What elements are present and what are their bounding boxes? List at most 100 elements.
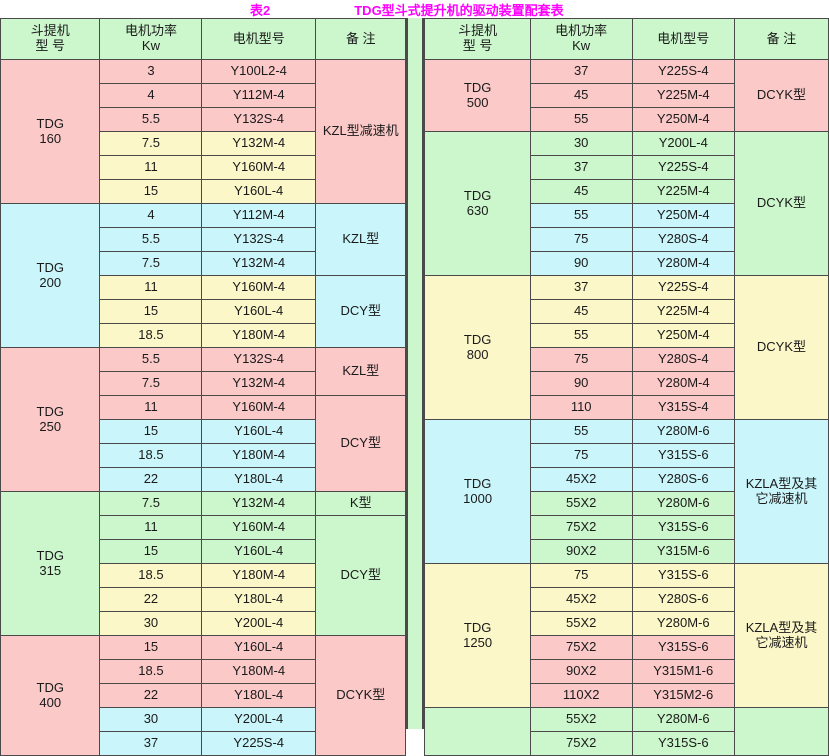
model-line1: TDG: [463, 79, 492, 95]
table-row: TDG 1000 55 Y280M-6 KZLA型及其 它减速机: [424, 419, 829, 564]
cell-power: 7.5: [99, 491, 203, 516]
cell-motor-type: Y132S-4: [201, 227, 317, 252]
cell-note: DCY型: [315, 275, 407, 348]
cell-power: 75: [529, 347, 633, 372]
cell-power: 45: [529, 299, 633, 324]
cell-power: 75X2: [529, 635, 633, 660]
cell-power: 30: [529, 131, 633, 156]
cell-power: 45X2: [529, 467, 633, 492]
cell-motor-type: Y250M-4: [631, 107, 735, 132]
cell-motor-type: Y180L-4: [201, 587, 317, 612]
cell-motor-type: Y280S-6: [631, 467, 735, 492]
cell-motor-type: Y225S-4: [631, 155, 735, 180]
cell-note: DCYK型: [733, 131, 829, 276]
cell-power: 15: [99, 539, 203, 564]
table-row: TDG 315 7.5 Y132M-4 K型: [0, 491, 407, 636]
model-line2: 630: [466, 202, 489, 218]
table-row: 45 Y225M-4: [425, 83, 829, 108]
table-row: 18.5 Y180M-4: [1, 443, 406, 468]
cell-motor-type: Y315M-6: [631, 539, 735, 564]
cell-power: 7.5: [99, 251, 203, 276]
note-line1: KZLA型及其: [745, 475, 818, 491]
cell-model: TDG 315: [0, 491, 101, 636]
header-model: 斗提机 型 号: [0, 18, 101, 60]
table-row: TDG 630 30 Y200L-4 DCYK型: [424, 131, 829, 276]
cell-power: 4: [99, 83, 203, 108]
cell-power: 75X2: [529, 515, 633, 540]
cell-motor-type: Y315S-6: [631, 515, 735, 540]
model-line2: 800: [466, 346, 489, 362]
cell-motor-type: Y315M2-6: [631, 683, 735, 708]
cell-model: TDG 250: [0, 347, 101, 492]
cell-motor-type: Y280M-4: [631, 251, 735, 276]
cell-power: 75: [529, 443, 633, 468]
table-row: 90X2 Y315M1-6: [425, 659, 829, 684]
cell-note: KZLA型及其 它减速机: [733, 419, 829, 564]
cell-note: DCYK型: [733, 275, 829, 420]
table-row: TDG 250 5.5 Y132S-4 KZL型: [0, 347, 407, 492]
cell-motor-type: Y132S-4: [201, 107, 317, 132]
header-model-line2: 型 号: [462, 38, 493, 53]
cell-power: 18.5: [99, 323, 203, 348]
cell-model: TDG 160: [0, 59, 101, 204]
header-model: 斗提机 型 号: [424, 18, 531, 60]
cell-power: 55: [529, 419, 633, 444]
model-line2: 1000: [463, 490, 493, 506]
cell-motor-type: Y180L-4: [201, 683, 317, 708]
cell-model: TDG 800: [424, 275, 531, 420]
cell-power: 18.5: [99, 563, 203, 588]
cell-power: 15: [99, 635, 203, 660]
header-power: 电机功率 Kw: [99, 18, 203, 60]
cell-power: 37: [529, 275, 633, 300]
cell-motor-type: Y132S-4: [201, 347, 317, 372]
cell-power: 5.5: [99, 107, 203, 132]
cell-motor-type: Y160L-4: [201, 179, 317, 204]
cell-motor-type: Y180M-4: [201, 323, 317, 348]
table-row: 5.5 Y132S-4: [1, 227, 406, 252]
cell-motor-type: Y132M-4: [201, 251, 317, 276]
table-row: 18.5 Y180M-4: [1, 323, 406, 348]
cell-motor-type: Y250M-4: [631, 203, 735, 228]
header-model-line2: 型 号: [35, 38, 66, 53]
table-row: TDG 500 37 Y225S-4 DCYK型: [424, 59, 829, 132]
cell-motor-type: Y132M-4: [201, 491, 317, 516]
cell-power: 55X2: [529, 707, 633, 732]
table-row: TDG 1250 75 Y315S-6 KZLA型及其 它减速机: [424, 563, 829, 708]
table-row: 18.5 Y180M-4: [1, 659, 406, 684]
table-row: 75 Y315S-6: [425, 443, 829, 468]
cell-motor-type: Y160L-4: [201, 299, 317, 324]
cell-note: K型: [315, 491, 407, 516]
cell-power: 22: [99, 683, 203, 708]
header-power-unit: Kw: [572, 38, 591, 53]
cell-motor-type: Y160M-4: [201, 515, 317, 540]
table-row: 90 Y280M-4: [425, 371, 829, 396]
cell-power: 7.5: [99, 371, 203, 396]
cell-motor-type: Y225S-4: [631, 59, 735, 84]
model-line1: TDG: [463, 187, 492, 203]
cell-motor-type: Y160L-4: [201, 419, 317, 444]
table-row: 45X2 Y280S-6: [425, 587, 829, 612]
table-row: 55 Y250M-4: [425, 203, 829, 228]
cell-note: KZL型: [315, 203, 407, 276]
table-row: TDG 160 3 Y100L2-4 KZL型减速机: [0, 59, 407, 204]
cell-motor-type: Y200L-4: [201, 707, 317, 732]
cell-motor-type: Y132M-4: [201, 371, 317, 396]
table-row: 15 Y160L-4: [1, 539, 406, 564]
model-line2: 315: [39, 562, 62, 578]
table-row: 75 Y280S-4: [425, 347, 829, 372]
cell-note: KZL型减速机: [315, 59, 407, 204]
cell-note: DCY型: [315, 515, 407, 636]
cell-power: 55: [529, 107, 633, 132]
cell-power: 5.5: [99, 347, 203, 372]
model-line1: TDG: [36, 547, 64, 563]
table-row: 45 Y225M-4: [425, 179, 829, 204]
model-line2: 400: [39, 694, 62, 710]
cell-model: TDG 400: [0, 635, 101, 756]
table-row: 55X2 Y280M-6: [425, 491, 829, 516]
header-power: 电机功率 Kw: [529, 18, 633, 60]
cell-power: 75: [529, 563, 633, 588]
right-table-body: TDG 500 37 Y225S-4 DCYK型 45 Y225M-4 55 Y250M-4 TD…: [424, 59, 829, 756]
table-gutter-divider: [406, 18, 425, 729]
cell-motor-type: Y315M1-6: [631, 659, 735, 684]
table-title: TDG型斗式提升机的驱动装置配套表: [354, 2, 564, 18]
